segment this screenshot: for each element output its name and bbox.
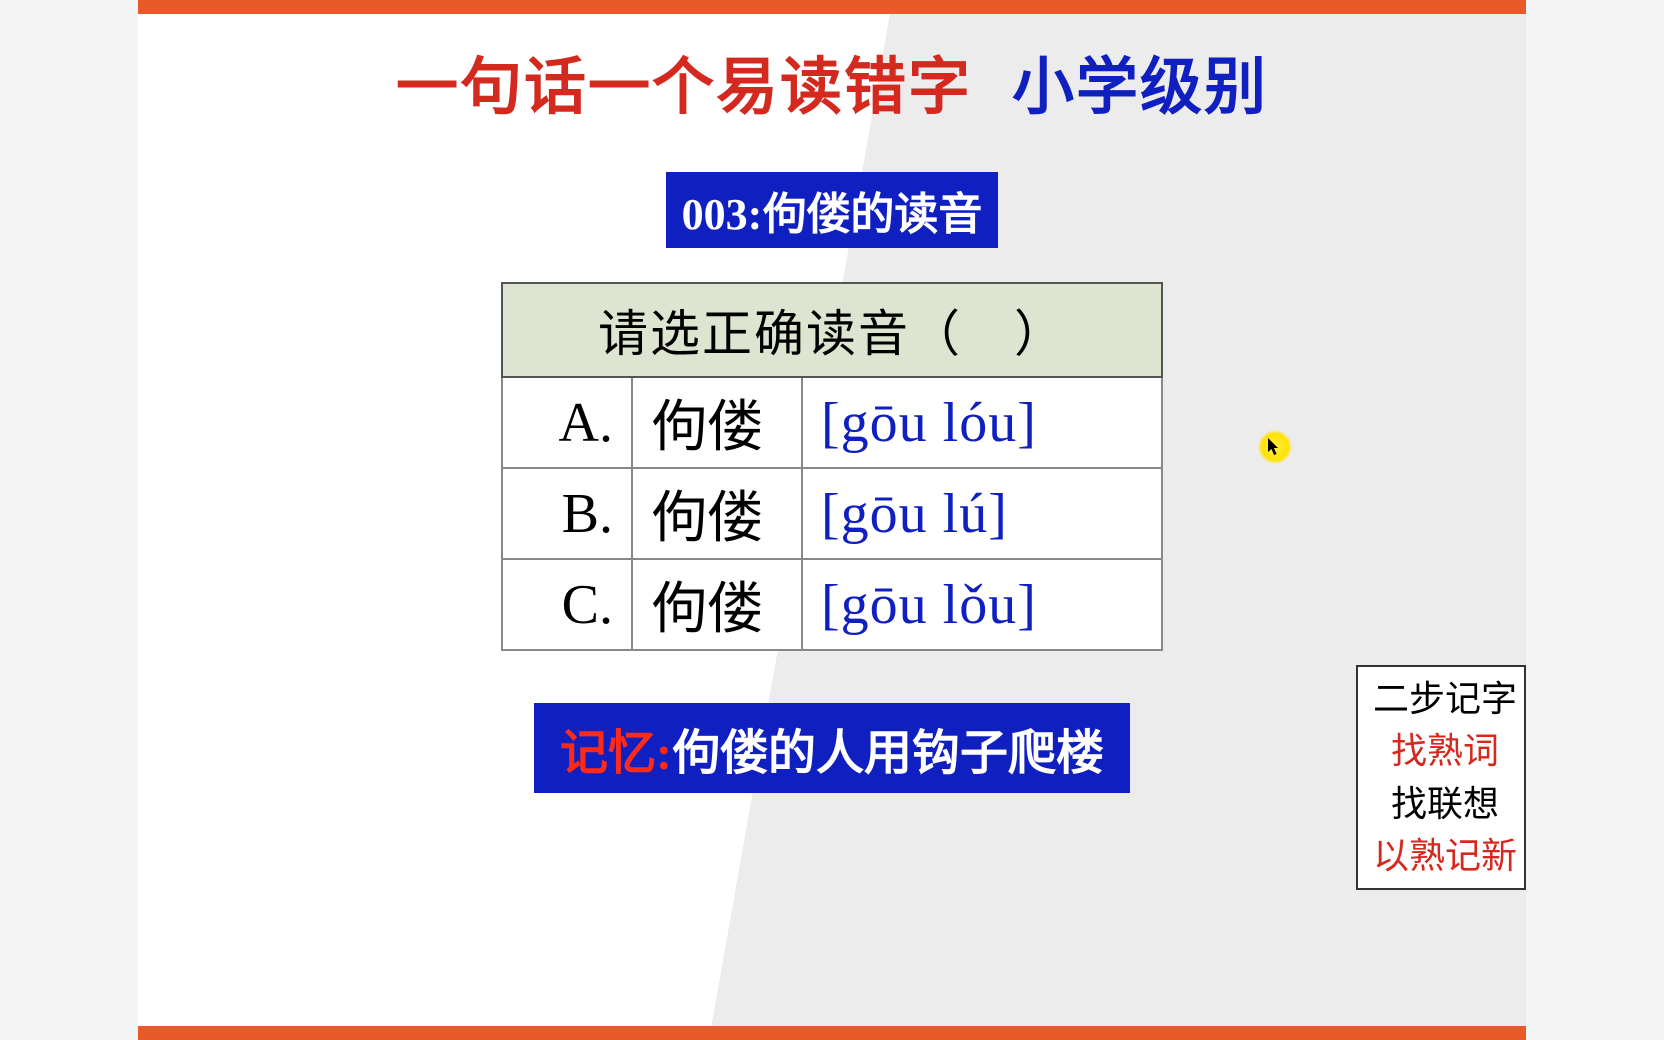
- question-table: 请选正确读音（ ） A. 佝偻 [gōu lóu] B. 佝偻 [gōu lú]…: [501, 282, 1163, 651]
- title-left: 一句话一个易读错字: [396, 54, 972, 122]
- question-header: 请选正确读音（ ）: [502, 283, 1162, 377]
- side-line-1: 二步记字: [1370, 673, 1520, 725]
- option-pinyin: [gōu lú]: [802, 468, 1162, 559]
- slide: 一句话一个易读错字小学级别 003:佝偻的读音 请选正确读音（ ） A. 佝偻 …: [138, 0, 1526, 1040]
- side-line-2: 找熟词: [1370, 725, 1520, 777]
- side-tip-box: 二步记字 找熟词 找联想 以熟记新: [1356, 665, 1526, 890]
- memory-wrap: 记忆:佝偻的人用钩子爬楼: [138, 703, 1526, 793]
- option-word: 佝偻: [632, 559, 802, 650]
- subtitle: 003:佝偻的读音: [666, 172, 999, 248]
- option-row-a[interactable]: A. 佝偻 [gōu lóu]: [502, 377, 1162, 468]
- option-letter: A.: [502, 377, 632, 468]
- option-row-b[interactable]: B. 佝偻 [gōu lú]: [502, 468, 1162, 559]
- memory-text: 佝偻的人用钩子爬楼: [672, 727, 1104, 780]
- memory-label: 记忆:: [560, 727, 672, 780]
- subtitle-wrap: 003:佝偻的读音: [138, 126, 1526, 248]
- option-pinyin: [gōu lóu]: [802, 377, 1162, 468]
- option-letter: C.: [502, 559, 632, 650]
- title-right: 小学级别: [1012, 54, 1268, 122]
- option-letter: B.: [502, 468, 632, 559]
- side-line-3: 找联想: [1370, 778, 1520, 830]
- option-pinyin: [gōu lǒu]: [802, 559, 1162, 650]
- option-word: 佝偻: [632, 377, 802, 468]
- option-row-c[interactable]: C. 佝偻 [gōu lǒu]: [502, 559, 1162, 650]
- side-line-4: 以熟记新: [1370, 830, 1520, 882]
- memory-box: 记忆:佝偻的人用钩子爬楼: [534, 703, 1130, 793]
- title-row: 一句话一个易读错字小学级别: [138, 36, 1526, 126]
- option-word: 佝偻: [632, 468, 802, 559]
